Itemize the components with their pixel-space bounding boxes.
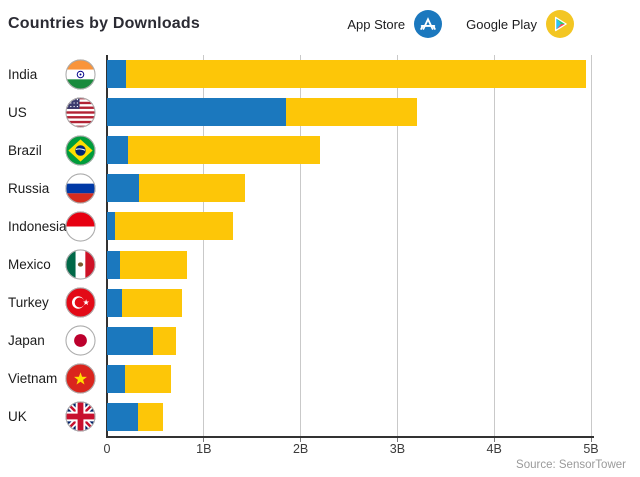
app-store-bar-segment xyxy=(107,326,154,355)
source-credit: Source: SensorTower xyxy=(516,459,626,471)
google-play-icon xyxy=(546,10,574,38)
row-brazil: Brazil xyxy=(0,131,640,169)
legend-item-google-play: Google Play xyxy=(466,10,574,38)
google-play-bar-segment xyxy=(119,250,188,279)
bar-track-brazil xyxy=(107,136,591,165)
russia-flag xyxy=(65,173,96,204)
mexico-flag xyxy=(65,249,96,280)
row-russia: Russia xyxy=(0,169,640,207)
app-store-bar-segment xyxy=(107,136,129,165)
y-axis-line xyxy=(106,55,108,438)
x-tick-label-5B: 5B xyxy=(583,442,599,456)
bar-track-japan xyxy=(107,326,591,355)
country-label: Turkey xyxy=(8,295,49,311)
google-play-bar-segment xyxy=(122,288,182,317)
country-label: US xyxy=(8,104,27,120)
bar-track-indonesia xyxy=(107,212,591,241)
country-label: Vietnam xyxy=(8,371,58,387)
legend: App Store Google Play xyxy=(347,10,574,38)
chart-title: Countries by Downloads xyxy=(8,15,200,32)
bar-rows: India US Brazil Russia Indonesia Mexico Turkey… xyxy=(0,55,640,436)
us-flag xyxy=(65,97,96,128)
gridlines xyxy=(107,55,592,438)
app-store-bar-segment xyxy=(107,174,139,203)
brazil-flag xyxy=(65,135,96,166)
gridline-3B xyxy=(396,55,398,438)
uk-flag xyxy=(65,401,96,432)
x-tick-label-0: 0 xyxy=(103,442,111,456)
legend-label: App Store xyxy=(347,16,406,32)
google-play-bar-segment xyxy=(128,136,320,165)
google-play-bar-segment xyxy=(153,326,176,355)
bar-track-india xyxy=(107,60,591,89)
x-tick-label-1B: 1B xyxy=(196,442,212,456)
row-us: US xyxy=(0,93,640,131)
app-store-bar-segment xyxy=(107,364,126,393)
indonesia-flag xyxy=(65,211,96,242)
app-store-bar-segment xyxy=(107,250,120,279)
x-tick-label-2B: 2B xyxy=(292,442,309,456)
country-label: UK xyxy=(8,409,27,425)
legend-label: Google Play xyxy=(466,16,537,32)
app-store-bar-segment xyxy=(107,402,138,431)
row-uk: UK xyxy=(0,398,640,436)
axis-tick xyxy=(300,438,302,442)
gridline-4B xyxy=(493,55,495,438)
country-label: Brazil xyxy=(8,142,42,158)
chart-header: Countries by Downloads App Store Google P… xyxy=(0,0,640,48)
axis-tick xyxy=(203,438,205,442)
india-flag xyxy=(65,58,96,90)
gridline-5B xyxy=(590,55,592,438)
bar-track-mexico xyxy=(107,250,591,279)
google-play-bar-segment xyxy=(114,212,233,241)
app-store-bar-segment xyxy=(107,212,115,241)
google-play-bar-segment xyxy=(137,402,164,431)
bar-track-vietnam xyxy=(107,364,591,393)
axis-tick xyxy=(396,438,398,442)
country-label: Russia xyxy=(8,180,50,196)
turkey-flag xyxy=(65,287,96,318)
row-turkey: Turkey xyxy=(0,284,640,322)
country-label: India xyxy=(8,66,38,82)
bar-track-russia xyxy=(107,174,591,203)
google-play-bar-segment xyxy=(125,364,171,393)
row-vietnam: Vietnam xyxy=(0,360,640,398)
row-mexico: Mexico xyxy=(0,245,640,283)
bar-track-us xyxy=(107,98,591,127)
x-tick-label-4B: 4B xyxy=(486,442,502,456)
row-indonesia: Indonesia xyxy=(0,207,640,245)
app-store-bar-segment xyxy=(107,98,287,127)
plot-area: India US Brazil Russia Indonesia Mexico Turkey… xyxy=(0,55,640,442)
app-store-bar-segment xyxy=(107,60,127,89)
bar-track-turkey xyxy=(107,288,591,317)
axis-tick xyxy=(493,438,495,442)
bar-track-uk xyxy=(107,402,591,431)
google-play-bar-segment xyxy=(138,174,246,203)
axis-tick xyxy=(590,438,592,442)
gridline-2B xyxy=(300,55,302,438)
x-tick-label-3B: 3B xyxy=(389,442,406,456)
gridline-1B xyxy=(203,55,205,438)
row-india: India xyxy=(0,55,640,93)
x-axis-labels: 0 1B 2B 3B 4B 5B xyxy=(0,442,640,458)
row-japan: Japan xyxy=(0,322,640,360)
vietnam-flag xyxy=(65,363,96,394)
country-label: Indonesia xyxy=(8,218,67,234)
country-label: Japan xyxy=(8,333,45,349)
japan-flag xyxy=(65,325,96,356)
app-store-bar-segment xyxy=(107,288,123,317)
legend-item-app-store: App Store xyxy=(347,10,443,38)
country-label: Mexico xyxy=(8,257,51,273)
app-store-icon xyxy=(414,10,443,38)
google-play-bar-segment xyxy=(126,60,587,89)
google-play-bar-segment xyxy=(286,98,417,127)
x-axis-line xyxy=(106,436,594,438)
